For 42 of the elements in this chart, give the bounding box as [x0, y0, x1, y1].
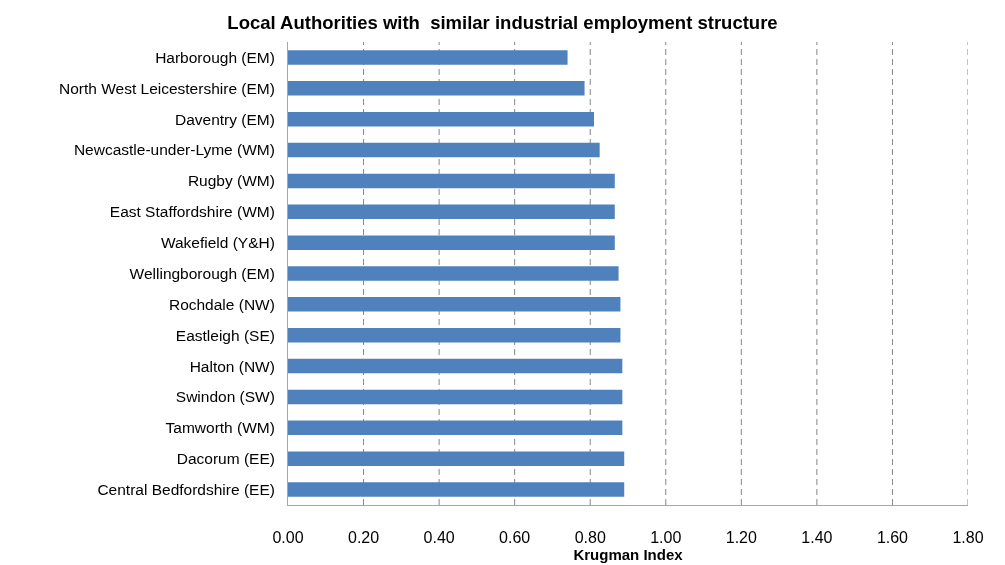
y-tick-label: Newcastle-under-Lyme (WM) [73, 141, 275, 159]
y-tick-label: Wellingborough (EM) [129, 264, 275, 282]
x-tick-label: 1.40 [801, 529, 833, 547]
x-tick-label: 0.60 [499, 529, 531, 547]
y-tick-label: Dacorum (EE) [176, 450, 275, 468]
bar [288, 451, 625, 466]
y-tick-label: East Staffordshire (WM) [109, 203, 275, 221]
bar [288, 482, 625, 497]
x-tick-label: 1.00 [650, 529, 682, 547]
bar [288, 266, 619, 281]
y-tick-label: Tamworth (WM) [165, 419, 275, 437]
bar [288, 50, 568, 65]
y-tick-label: Wakefield (Y&H) [160, 234, 275, 252]
y-tick-label: Central Bedfordshire (EE) [97, 480, 275, 498]
bar [288, 420, 623, 436]
bar [288, 327, 621, 343]
y-tick-label: Harborough (EM) [155, 48, 275, 66]
x-axis-title: Krugman Index [573, 546, 684, 564]
bar [288, 235, 615, 250]
bar [288, 81, 585, 96]
bar [288, 358, 623, 374]
bar [288, 173, 615, 189]
bar [288, 204, 615, 220]
x-tick-label: 0.00 [272, 529, 304, 547]
y-tick-label: Swindon (SW) [175, 388, 275, 406]
x-tick-label: 1.20 [725, 529, 757, 547]
x-tick-label: 0.20 [347, 529, 380, 547]
x-tick-label: 0.80 [574, 529, 606, 547]
x-tick-label: 1.80 [952, 529, 984, 547]
y-tick-label: North West Leicestershire (EM) [58, 79, 275, 97]
chart-title: Local Authorities with similar industrial employment structure [227, 11, 778, 33]
y-tick-label: Rugby (WM) [187, 172, 275, 190]
y-tick-label: Rochdale (NW) [168, 295, 275, 313]
bar [288, 297, 621, 312]
y-tick-label: Eastleigh (SE) [175, 326, 275, 344]
bar [288, 111, 594, 127]
y-tick-label: Halton (NW) [189, 357, 275, 375]
bar [288, 389, 623, 405]
x-tick-label: 1.60 [876, 529, 909, 547]
bar [288, 142, 600, 158]
x-tick-label: 0.40 [423, 529, 455, 547]
y-tick-label: Daventry (EM) [174, 110, 275, 128]
